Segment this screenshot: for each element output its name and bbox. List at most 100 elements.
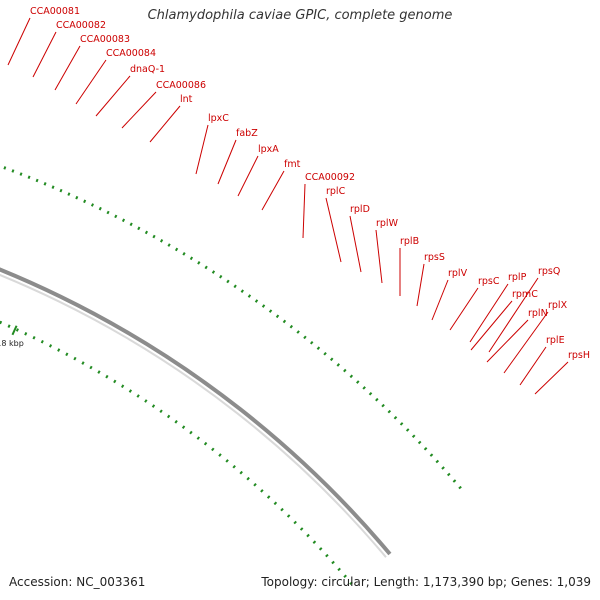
outer-dot xyxy=(59,188,63,193)
outer-dot xyxy=(289,324,294,329)
outer-dot xyxy=(204,265,208,270)
minor-tick xyxy=(211,447,215,452)
gene-label: rpsS xyxy=(424,252,445,263)
outer-dot xyxy=(323,351,327,356)
outer-dot xyxy=(387,409,392,414)
minor-tick xyxy=(306,533,310,538)
outer-dot xyxy=(51,185,55,189)
outer-dot xyxy=(247,294,252,298)
outer-dot xyxy=(167,243,171,247)
minor-tick xyxy=(260,489,264,493)
outer-dot xyxy=(349,374,354,379)
outer-dot xyxy=(197,261,201,265)
outer-dot xyxy=(356,380,360,384)
leader-line xyxy=(470,300,513,351)
outer-dot xyxy=(411,434,416,438)
minor-tick xyxy=(166,414,171,419)
minor-tick xyxy=(293,520,297,525)
gene-label: CCA00081 xyxy=(30,6,80,17)
minor-tick xyxy=(266,495,271,499)
gene-label: rpsH xyxy=(568,350,590,361)
minor-tick xyxy=(81,361,85,365)
outer-dot xyxy=(114,214,118,219)
kbp-tick-track xyxy=(0,320,353,585)
minor-tick xyxy=(32,335,36,340)
gene-label: lnt xyxy=(180,94,193,105)
gene-labels: CCA00081 CCA00082 CCA00083 CCA00084 dnaQ-1 CC… xyxy=(30,6,590,361)
leader-line xyxy=(217,139,237,185)
gene-label: rpmC xyxy=(512,289,538,300)
outer-dot xyxy=(240,289,244,293)
minor-tick xyxy=(15,328,19,332)
minor-tick xyxy=(312,540,317,544)
gene-label: CCA00084 xyxy=(106,48,156,59)
outer-dot xyxy=(458,485,462,490)
minor-tick xyxy=(97,370,101,374)
outer-dot xyxy=(121,218,126,223)
outer-dot xyxy=(296,330,300,334)
map-title: Chlamydophila caviae GPIC, complete geno… xyxy=(147,8,453,23)
minor-tick xyxy=(286,514,291,518)
outer-dot xyxy=(417,440,422,445)
minor-tick xyxy=(181,425,186,429)
leader-line xyxy=(416,263,425,307)
gene-label: rplP xyxy=(508,272,527,283)
outer-dot xyxy=(381,403,385,408)
outer-dot xyxy=(35,178,39,183)
gene-label: rplX xyxy=(548,300,568,311)
minor-tick xyxy=(151,404,156,408)
outer-dot xyxy=(211,270,216,274)
outer-dot xyxy=(27,175,31,180)
leader-line xyxy=(349,215,362,273)
outer-dot xyxy=(189,256,194,261)
gene-label: rplW xyxy=(376,218,399,229)
gene-label: rplN xyxy=(528,308,548,319)
backbone-inner-line xyxy=(0,274,387,558)
minor-tick xyxy=(57,348,61,352)
minor-tick xyxy=(73,356,77,361)
leader-line xyxy=(486,319,529,363)
minor-tick xyxy=(318,547,323,551)
outer-dot xyxy=(83,199,87,204)
minor-tick xyxy=(144,399,148,403)
outer-dot xyxy=(159,239,164,243)
gene-label: rplD xyxy=(350,204,370,215)
backbone-outer-line xyxy=(0,267,392,556)
minor-tick xyxy=(273,501,278,506)
outer-dot xyxy=(275,314,280,319)
minor-tick xyxy=(246,476,250,481)
gene-label: rplC xyxy=(326,186,346,197)
outer-dot xyxy=(182,252,186,256)
outer-dot xyxy=(309,340,314,345)
outer-dot xyxy=(393,415,398,420)
outer-dot xyxy=(362,386,366,390)
leader-line xyxy=(503,311,549,374)
leader-line xyxy=(149,105,181,143)
minor-tick xyxy=(89,365,93,370)
minor-tick xyxy=(105,374,109,379)
outer-dot xyxy=(233,284,237,289)
outer-dot xyxy=(3,166,7,170)
outer-dot xyxy=(226,279,230,284)
backbone-track xyxy=(0,267,392,558)
minor-tick xyxy=(128,389,133,393)
minor-tick xyxy=(174,419,178,424)
outer-dot xyxy=(19,172,23,176)
outer-dot xyxy=(316,346,321,351)
gene-label: CCA00092 xyxy=(305,172,355,183)
minor-tick xyxy=(253,482,257,487)
leader-line xyxy=(95,75,131,117)
minor-tick xyxy=(337,567,341,572)
gene-label: rplV xyxy=(448,268,468,279)
minor-tick xyxy=(239,470,243,475)
gene-label: CCA00082 xyxy=(56,20,106,31)
outer-dot xyxy=(219,274,223,279)
minor-tick xyxy=(225,459,229,463)
leader-line xyxy=(449,287,479,331)
outer-dot xyxy=(336,363,341,367)
minor-tick xyxy=(113,379,117,384)
outer-dot xyxy=(435,459,440,464)
minor-tick xyxy=(65,352,69,357)
gene-label: fabZ xyxy=(236,128,258,139)
outer-dot xyxy=(405,428,410,432)
